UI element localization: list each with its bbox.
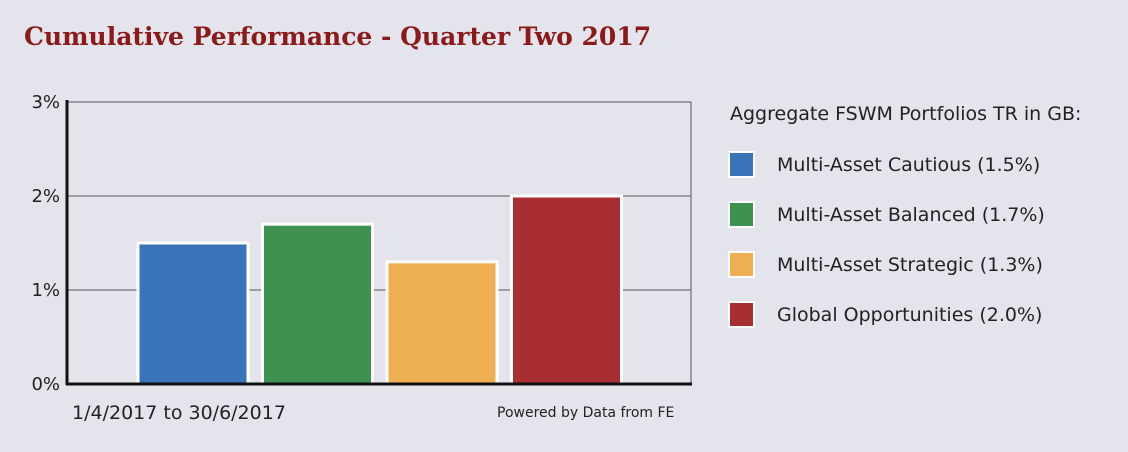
bar <box>385 260 499 386</box>
legend-label: Multi-Asset Strategic (1.3%) <box>777 253 1043 276</box>
bar <box>510 194 623 386</box>
legend-label: Multi-Asset Cautious (1.5%) <box>777 153 1041 176</box>
legend-item: Multi-Asset Balanced (1.7%) <box>728 197 1045 232</box>
legend-swatch <box>728 301 755 328</box>
date-range: 1/4/2017 to 30/6/2017 <box>72 402 286 424</box>
legend-item: Multi-Asset Strategic (1.3%) <box>728 247 1045 282</box>
y-tick-label: 2% <box>31 186 60 207</box>
legend-item: Multi-Asset Cautious (1.5%) <box>728 147 1045 182</box>
legend-item: Global Opportunities (2.0%) <box>728 297 1045 332</box>
bar <box>136 241 250 386</box>
legend-swatch <box>728 201 755 228</box>
data-source: Powered by Data from FE <box>497 405 675 421</box>
y-tick-label: 1% <box>31 280 60 301</box>
bar <box>261 222 374 386</box>
legend-label: Multi-Asset Balanced (1.7%) <box>777 203 1045 226</box>
bar-chart: 0% 1% 2% 3% <box>31 92 692 395</box>
legend: Multi-Asset Cautious (1.5%) Multi-Asset … <box>728 147 1045 347</box>
y-tick-label: 3% <box>31 92 60 113</box>
legend-label: Global Opportunities (2.0%) <box>777 303 1043 326</box>
y-tick-label: 0% <box>31 374 60 395</box>
legend-swatch <box>728 151 755 178</box>
legend-swatch <box>728 251 755 278</box>
legend-title: Aggregate FSWM Portfolios TR in GB: <box>730 103 1082 125</box>
chart-title: Cumulative Performance - Quarter Two 201… <box>24 22 652 51</box>
